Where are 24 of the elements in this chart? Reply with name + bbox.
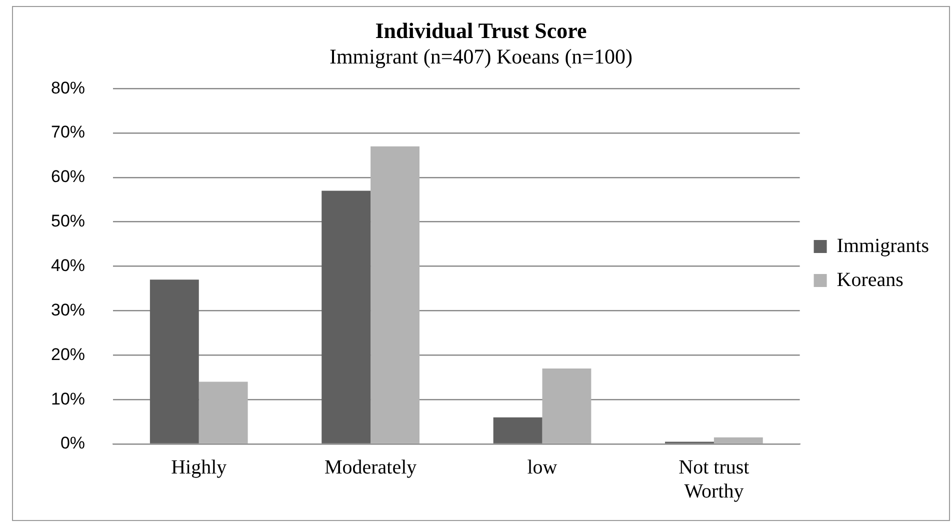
- chart-subtitle: Immigrant (n=407) Koeans (n=100): [329, 44, 633, 69]
- bar: [542, 368, 592, 444]
- x-tick-label: low: [527, 456, 558, 478]
- bar: [322, 190, 371, 444]
- x-tick-label: Highly: [171, 456, 227, 478]
- bar: [150, 280, 199, 444]
- x-tick-label: Moderately: [324, 456, 417, 478]
- bar: [198, 382, 248, 444]
- y-tick-label: 80%: [50, 78, 86, 98]
- bar: [493, 417, 542, 444]
- legend-label: Koreans: [836, 268, 904, 291]
- x-tick-label: Not trust Worthy: [678, 456, 750, 502]
- y-tick-label: 20%: [50, 344, 86, 364]
- chart-title: Individual Trust Score: [375, 18, 587, 43]
- y-tick-label: 50%: [50, 212, 86, 231]
- y-tick-label: 60%: [50, 167, 86, 186]
- legend-label: Immigrants: [836, 234, 930, 257]
- y-tick-label: 10%: [50, 389, 86, 408]
- y-tick-label: 40%: [50, 256, 86, 275]
- y-tick-label: 70%: [50, 122, 86, 142]
- bar: [714, 437, 763, 444]
- y-tick-label: 0%: [60, 434, 86, 453]
- bar: [370, 146, 420, 444]
- y-tick-label: 30%: [50, 300, 86, 320]
